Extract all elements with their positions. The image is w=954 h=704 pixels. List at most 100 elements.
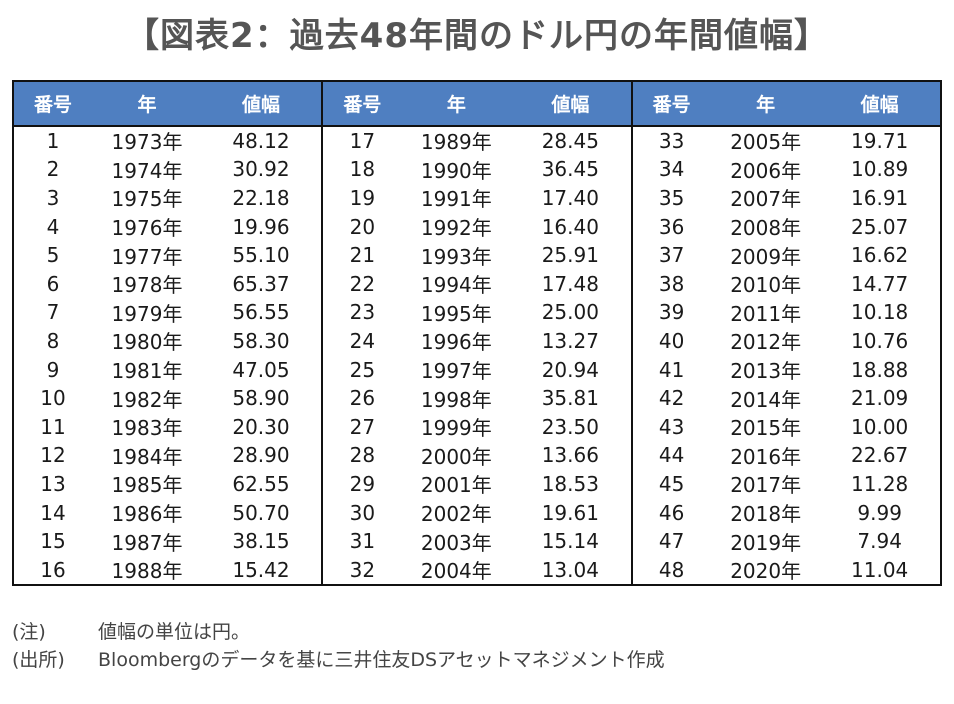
table-row: 30 2002年 19.61 bbox=[323, 498, 630, 527]
cell-year: 1981年 bbox=[111, 359, 183, 384]
cell-number: 16 bbox=[40, 557, 66, 582]
header-number: 番号 bbox=[33, 93, 72, 116]
cell-year: 1978年 bbox=[111, 273, 183, 298]
cell-year: 1983年 bbox=[111, 416, 183, 441]
table-row: 5 1977年 55.10 bbox=[14, 241, 321, 270]
cell-range: 7.94 bbox=[857, 529, 902, 554]
table-row: 23 1995年 25.00 bbox=[323, 298, 630, 327]
cell-year: 1987年 bbox=[111, 530, 183, 555]
cell-number: 15 bbox=[40, 529, 66, 554]
cell-year: 1989年 bbox=[420, 130, 492, 155]
cell-year: 1988年 bbox=[111, 559, 183, 584]
cell-range: 55.10 bbox=[232, 243, 290, 268]
cell-range: 10.00 bbox=[851, 414, 909, 439]
table-row: 20 1992年 16.40 bbox=[323, 212, 630, 241]
cell-number: 31 bbox=[349, 529, 376, 554]
note-unit: (注) 値幅の単位は円。 bbox=[12, 618, 665, 646]
cell-year: 2014年 bbox=[730, 387, 802, 412]
table-row: 4 1976年 19.96 bbox=[14, 212, 321, 241]
table-row: 29 2001年 18.53 bbox=[323, 470, 630, 499]
table-row: 11 1983年 20.30 bbox=[14, 412, 321, 441]
table-row: 7 1979年 56.55 bbox=[14, 298, 321, 327]
table-row: 8 1980年 58.30 bbox=[14, 327, 321, 356]
cell-number: 34 bbox=[658, 157, 685, 182]
cell-number: 18 bbox=[349, 157, 376, 182]
cell-range: 16.40 bbox=[541, 214, 599, 239]
cell-range: 19.71 bbox=[851, 128, 909, 153]
cell-number: 9 bbox=[46, 357, 60, 382]
cell-number: 13 bbox=[40, 471, 66, 496]
cell-year: 2009年 bbox=[730, 244, 802, 269]
cell-range: 20.30 bbox=[232, 414, 290, 439]
cell-year: 2017年 bbox=[730, 473, 802, 498]
cell-number: 19 bbox=[349, 185, 376, 210]
table-row: 40 2012年 10.76 bbox=[633, 327, 940, 356]
cell-number: 6 bbox=[46, 271, 60, 296]
cell-year: 2012年 bbox=[730, 330, 802, 355]
cell-number: 26 bbox=[349, 386, 376, 411]
cell-range: 48.12 bbox=[232, 128, 290, 153]
cell-range: 19.96 bbox=[232, 214, 290, 239]
table-row: 17 1989年 28.45 bbox=[323, 127, 630, 156]
cell-range: 16.62 bbox=[851, 243, 909, 268]
cell-number: 23 bbox=[349, 300, 376, 325]
note-source: (出所) Bloombergのデータを基に三井住友DSアセットマネジメント作成 bbox=[12, 646, 665, 674]
table-block: 番号 年 値幅 1 1973年 48.12 2 1974年 30.92 3 1975年 22.18 4 1… bbox=[14, 82, 322, 584]
cell-number: 2 bbox=[46, 157, 60, 182]
cell-number: 22 bbox=[349, 271, 376, 296]
table-row: 16 1988年 15.42 bbox=[14, 555, 321, 584]
cell-range: 30.92 bbox=[232, 157, 290, 182]
cell-range: 13.27 bbox=[541, 328, 599, 353]
table-row: 28 2000年 13.66 bbox=[323, 441, 630, 470]
cell-year: 2020年 bbox=[730, 559, 802, 584]
table-row: 26 1998年 35.81 bbox=[323, 384, 630, 413]
cell-year: 2003年 bbox=[420, 530, 492, 555]
cell-number: 7 bbox=[46, 300, 60, 325]
cell-year: 2000年 bbox=[420, 444, 492, 469]
cell-range: 15.14 bbox=[541, 529, 599, 554]
cell-year: 2018年 bbox=[730, 502, 802, 527]
table-row: 1 1973年 48.12 bbox=[14, 127, 321, 156]
table-row: 47 2019年 7.94 bbox=[633, 527, 940, 556]
cell-year: 1992年 bbox=[420, 216, 492, 241]
note-label: (出所) bbox=[12, 649, 65, 671]
cell-number: 42 bbox=[658, 386, 685, 411]
note-text: Bloombergのデータを基に三井住友DSアセットマネジメント作成 bbox=[98, 649, 665, 671]
table-header: 番号 年 値幅 bbox=[632, 82, 940, 127]
cell-number: 41 bbox=[658, 357, 685, 382]
cell-range: 21.09 bbox=[851, 386, 909, 411]
table-row: 18 1990年 36.45 bbox=[323, 155, 630, 184]
table-row: 15 1987年 38.15 bbox=[14, 527, 321, 556]
cell-number: 43 bbox=[658, 414, 685, 439]
cell-year: 2004年 bbox=[420, 559, 492, 584]
header-range: 値幅 bbox=[551, 93, 590, 116]
cell-year: 1993年 bbox=[420, 244, 492, 269]
table-header: 番号 年 値幅 bbox=[14, 82, 322, 127]
cell-year: 1984年 bbox=[111, 444, 183, 469]
cell-year: 2005年 bbox=[730, 130, 802, 155]
table-row: 19 1991年 17.40 bbox=[323, 184, 630, 213]
cell-number: 1 bbox=[46, 128, 60, 153]
table-row: 12 1984年 28.90 bbox=[14, 441, 321, 470]
cell-range: 25.00 bbox=[541, 300, 599, 325]
cell-number: 3 bbox=[46, 185, 60, 210]
header-range: 値幅 bbox=[241, 93, 280, 116]
table-row: 44 2016年 22.67 bbox=[633, 441, 940, 470]
table-row: 48 2020年 11.04 bbox=[633, 555, 940, 584]
cell-range: 50.70 bbox=[232, 500, 290, 525]
cell-number: 17 bbox=[349, 128, 376, 153]
cell-year: 1996年 bbox=[420, 330, 492, 355]
cell-number: 4 bbox=[46, 214, 60, 239]
table-row: 24 1996年 13.27 bbox=[323, 327, 630, 356]
cell-number: 14 bbox=[40, 500, 66, 525]
cell-range: 23.50 bbox=[541, 414, 599, 439]
cell-range: 58.30 bbox=[232, 328, 290, 353]
cell-range: 65.37 bbox=[232, 271, 290, 296]
cell-number: 45 bbox=[658, 471, 685, 496]
table-row: 43 2015年 10.00 bbox=[633, 412, 940, 441]
cell-year: 1976年 bbox=[111, 216, 183, 241]
cell-year: 1977年 bbox=[111, 244, 183, 269]
cell-number: 40 bbox=[658, 328, 685, 353]
cell-range: 47.05 bbox=[232, 357, 290, 382]
cell-range: 10.76 bbox=[851, 328, 909, 353]
